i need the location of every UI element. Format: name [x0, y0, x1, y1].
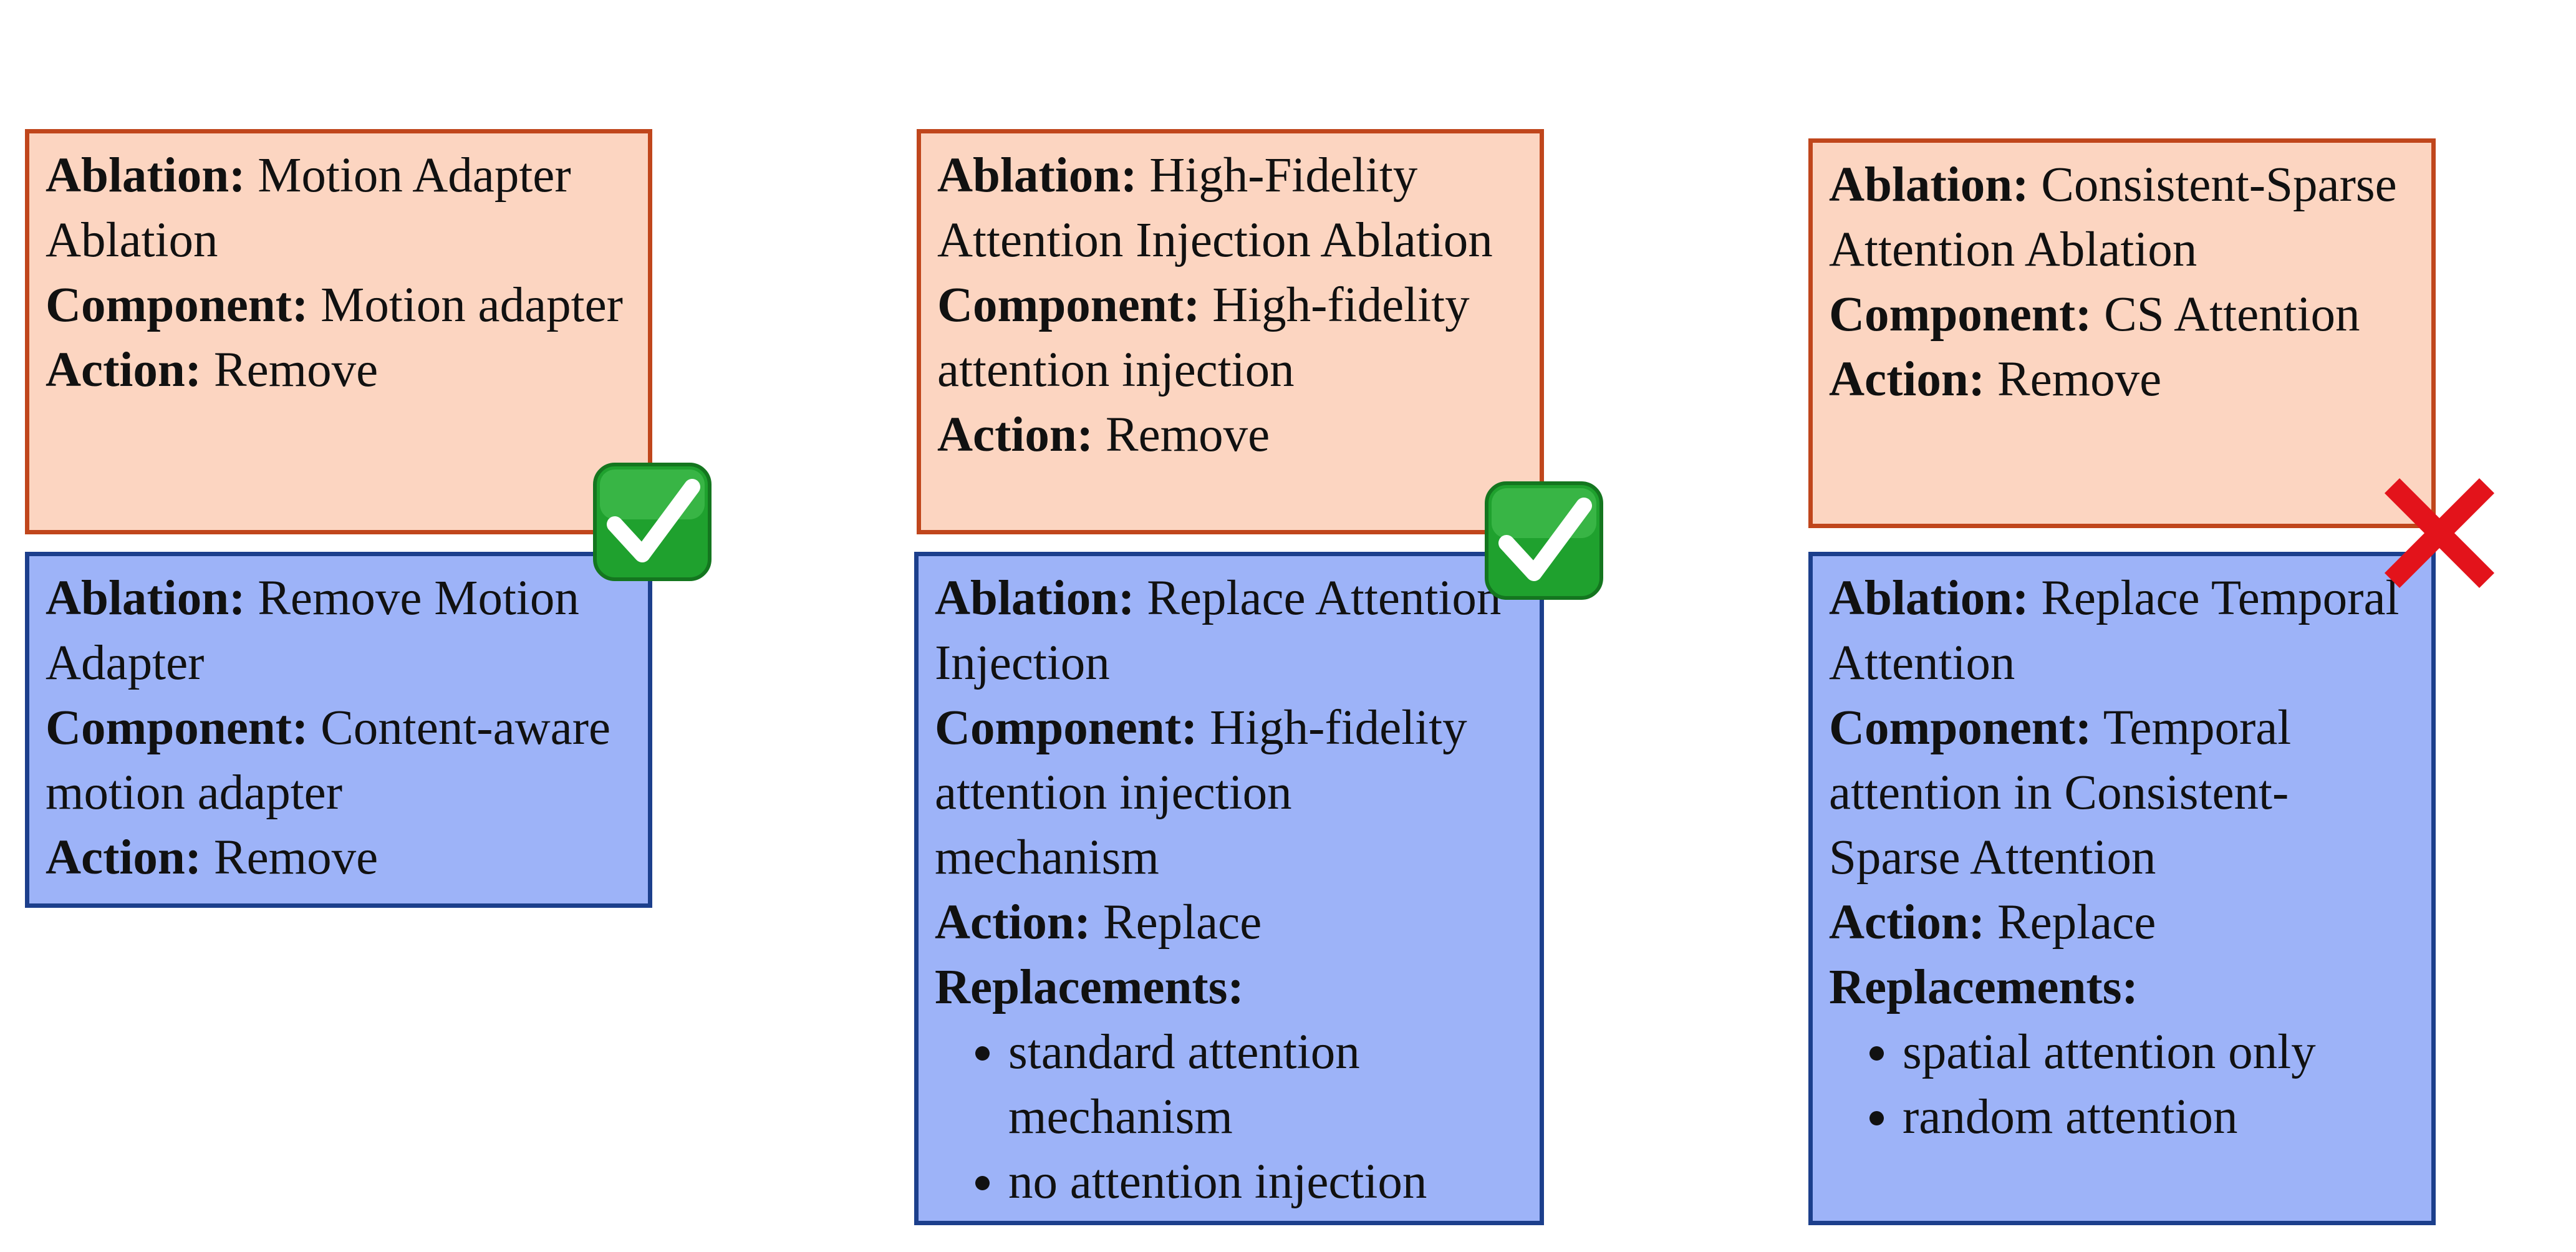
- check-mark-icon: [1482, 478, 1606, 603]
- action-row: Action: Remove: [46, 338, 632, 403]
- action-label: Action:: [1829, 352, 1985, 407]
- component-row: Component: High-fidelity attention injec…: [935, 696, 1523, 890]
- ground-truth-card-1: Ablation: Motion Adapter Ablation Compon…: [25, 129, 652, 534]
- ablation-label: Ablation:: [1829, 158, 2029, 212]
- ablation-value: Replace Temporal Attention: [1829, 571, 2400, 690]
- action-value: Remove: [213, 343, 379, 397]
- ablation-row: Ablation: Replace Attention Injection: [935, 566, 1523, 696]
- component-value: High-fidelity attention injection: [937, 278, 1470, 397]
- ablation-row: Ablation: Remove Motion Adapter: [46, 566, 632, 696]
- action-row: Action: Replace: [1829, 890, 2415, 955]
- predicted-card-1: Ablation: Remove Motion Adapter Componen…: [25, 552, 652, 908]
- ablation-value: Remove Motion Adapter: [46, 571, 579, 690]
- component-label: Component:: [46, 278, 309, 332]
- component-label: Component:: [1829, 287, 2092, 342]
- action-row: Action: Remove: [1829, 347, 2415, 412]
- action-value: Replace: [1102, 895, 1262, 950]
- ablation-label: Ablation:: [46, 571, 246, 625]
- action-row: Action: Remove: [937, 403, 1523, 468]
- replacement-item: spatial attention only: [1903, 1020, 2415, 1085]
- ablation-value: High-Fidelity Attention Injection Ablati…: [937, 148, 1493, 267]
- action-label: Action:: [937, 408, 1094, 462]
- ablation-row: Ablation: Motion Adapter Ablation: [46, 143, 632, 273]
- component-value: CS Attention: [2104, 287, 2360, 342]
- action-label: Action:: [46, 831, 202, 885]
- action-label: Action:: [46, 343, 202, 397]
- replacement-item: standard attention mechanism: [1008, 1020, 1523, 1150]
- check-mark-icon: [590, 460, 715, 584]
- action-row: Action: Replace: [935, 890, 1523, 955]
- replacements-label: Replacements:: [935, 960, 1244, 1014]
- predicted-card-3: Ablation: Replace Temporal Attention Com…: [1808, 552, 2436, 1225]
- ablation-value: Motion Adapter Ablation: [46, 148, 571, 267]
- component-label: Component:: [46, 701, 309, 755]
- ablation-row: Ablation: High-Fidelity Attention Inject…: [937, 143, 1523, 273]
- replacements-label: Replacements:: [1829, 960, 2138, 1014]
- replacement-item: no attention injection: [1008, 1150, 1523, 1215]
- component-label: Component:: [1829, 701, 2092, 755]
- ablation-value: Replace Attention Injection: [935, 571, 1502, 690]
- action-value: Remove: [213, 831, 379, 885]
- ablation-label: Ablation:: [1829, 571, 2029, 625]
- component-row: Component: Content-aware motion adapter: [46, 696, 632, 826]
- component-label: Component:: [937, 278, 1200, 332]
- ablation-label: Ablation:: [935, 571, 1135, 625]
- replacement-item: random attention: [1903, 1085, 2415, 1150]
- component-label: Component:: [935, 701, 1198, 755]
- component-value: High-fidelity attention injection mechan…: [935, 701, 1467, 885]
- ablation-label: Ablation:: [46, 148, 246, 203]
- replacements-list: spatial attention only random attention: [1829, 1020, 2415, 1150]
- action-value: Remove: [1105, 408, 1270, 462]
- action-value: Remove: [1997, 352, 2162, 407]
- component-row: Component: Temporal attention in Consist…: [1829, 696, 2415, 890]
- action-row: Action: Remove: [46, 826, 632, 890]
- component-value: Content-aware motion adapter: [46, 701, 611, 820]
- cross-mark-icon: [2377, 471, 2502, 595]
- component-value: Motion adapter: [321, 278, 623, 332]
- predicted-card-2: Ablation: Replace Attention Injection Co…: [914, 552, 1544, 1225]
- action-label: Action:: [1829, 895, 1985, 950]
- action-label: Action:: [935, 895, 1091, 950]
- component-value: Temporal attention in Consistent-Sparse …: [1829, 701, 2292, 885]
- ablation-label: Ablation:: [937, 148, 1137, 203]
- component-row: Component: CS Attention: [1829, 282, 2415, 347]
- ablation-value: Consistent-Sparse Attention Ablation: [1829, 158, 2397, 277]
- ablation-row: Ablation: Consistent-Sparse Attention Ab…: [1829, 153, 2415, 282]
- ground-truth-card-2: Ablation: High-Fidelity Attention Inject…: [917, 129, 1544, 534]
- ground-truth-card-3: Ablation: Consistent-Sparse Attention Ab…: [1808, 138, 2436, 528]
- action-value: Replace: [1997, 895, 2156, 950]
- component-row: Component: Motion adapter: [46, 273, 632, 338]
- replacements-list: standard attention mechanism no attentio…: [935, 1020, 1523, 1215]
- component-row: Component: High-fidelity attention injec…: [937, 273, 1523, 403]
- ablation-row: Ablation: Replace Temporal Attention: [1829, 566, 2415, 696]
